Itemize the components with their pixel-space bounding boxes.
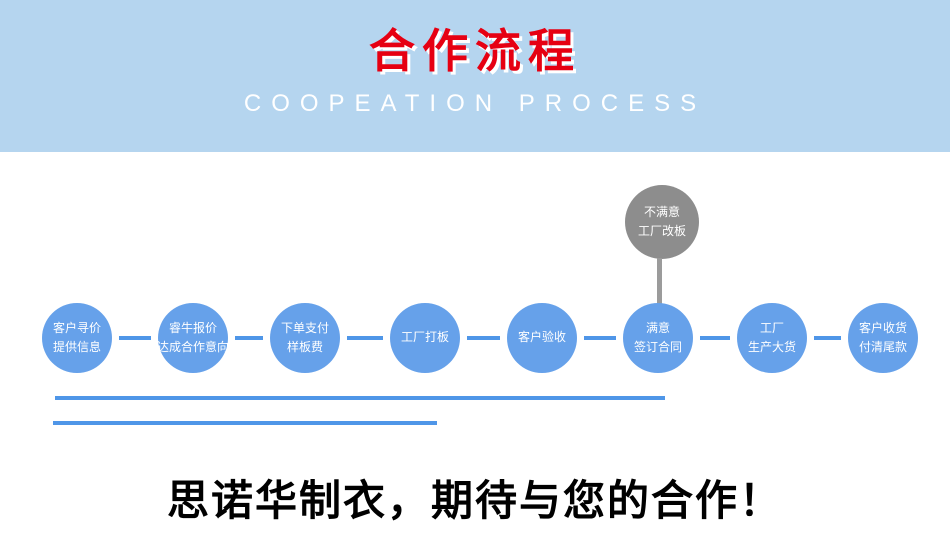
flow-step-3: 下单支付 样板费	[270, 303, 340, 373]
step-connector	[119, 336, 151, 340]
flow-step-label: 生产大货	[747, 340, 796, 354]
flow-step-7: 工厂 生产大货	[737, 303, 807, 373]
slogan: 思诺华制衣，期待与您的合作！	[166, 479, 783, 525]
flow-step-label: 满意	[645, 320, 670, 335]
reject-node-label: 工厂改板	[637, 224, 686, 238]
flow-step-label: 样板费	[286, 340, 323, 354]
flow-step-label: 睿牛报价	[168, 320, 217, 335]
underline-primary	[55, 396, 665, 400]
flow-step-4: 工厂打板	[390, 303, 460, 373]
reject-node-label: 不满意	[643, 204, 680, 219]
page-title: 合作流程	[369, 25, 581, 77]
step-connector	[584, 336, 616, 340]
step-connector	[235, 336, 263, 340]
reject-node: 不满意 工厂改板	[625, 185, 699, 259]
underline-secondary	[53, 421, 437, 425]
flow-step-6: 满意 签订合同	[623, 303, 693, 373]
reject-connector	[657, 258, 662, 304]
flow-step-label: 客户验收	[517, 330, 566, 345]
flow-step-2: 睿牛报价达成合作意向	[157, 303, 230, 373]
flow-step-label: 工厂	[759, 320, 784, 335]
page-subtitle: COOPEATION PROCESS	[243, 90, 707, 117]
flow-step-5: 客户验收	[507, 303, 577, 373]
header-band: 合作流程 COOPEATION PROCESS	[0, 0, 950, 152]
flow-step-label: 客户收货	[858, 320, 907, 335]
flow-step-8: 客户收货 付清尾款	[848, 303, 918, 373]
flow-step-label: 付清尾款	[858, 340, 907, 354]
flow-step-label: 提供信息	[52, 340, 101, 354]
step-connector	[347, 336, 383, 340]
flow-step-label: 客户寻价	[52, 320, 101, 335]
flow-step-label: 下单支付	[280, 320, 329, 335]
step-connector	[467, 336, 500, 340]
step-connector	[814, 336, 841, 340]
flow-step-label: 签订合同	[633, 340, 682, 354]
flow-step-label: 工厂打板	[400, 330, 449, 345]
flow-step-label: 达成合作意向	[157, 340, 230, 354]
step-connector	[700, 336, 730, 340]
flow-step-1: 客户寻价 提供信息	[42, 303, 112, 373]
